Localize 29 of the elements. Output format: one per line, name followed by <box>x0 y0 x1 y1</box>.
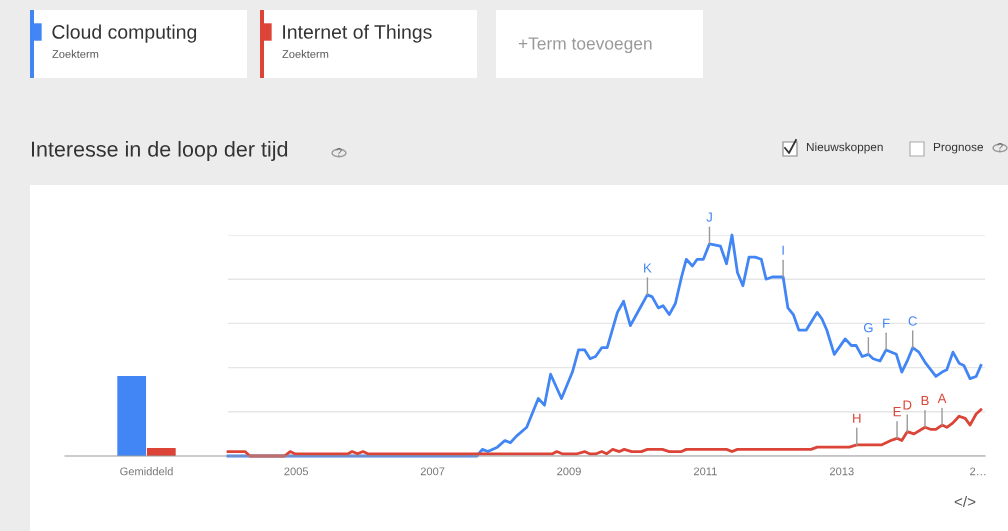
x-tick-label: Gemiddeld <box>120 467 173 476</box>
legend-label: Internet of Things <box>283 24 432 43</box>
annotation: K <box>644 263 652 273</box>
text: </> <box>954 495 976 508</box>
text: ? <box>997 143 1003 151</box>
annotation: D <box>903 400 912 410</box>
x-tick-label: 2007 <box>420 467 445 476</box>
annotation: I <box>782 245 784 255</box>
x-tick-label: 2005 <box>284 467 309 476</box>
annotation: H <box>853 413 861 423</box>
x-tick-label: 2011 <box>694 467 717 476</box>
text: Prognose <box>933 142 984 154</box>
text: +Term toevoegen <box>518 37 652 54</box>
x-tick-label: 2… <box>970 467 986 476</box>
text: Zoekterm <box>282 49 329 58</box>
legend-label: Cloud computing <box>52 24 197 43</box>
annotation: E <box>893 407 901 417</box>
x-tick-label: 2013 <box>829 467 854 476</box>
annotation: C <box>908 316 917 326</box>
annotation: F <box>883 318 890 328</box>
text: ? <box>336 148 342 156</box>
annotation: B <box>921 396 929 406</box>
text: Nieuwskoppen <box>806 142 883 154</box>
chart-title: Interesse in de loop der tijd <box>31 140 288 162</box>
x-tick-label: 2009 <box>557 467 581 476</box>
annotation: G <box>863 322 873 333</box>
text: Zoekterm <box>52 49 99 58</box>
annotation: J <box>706 212 712 222</box>
annotation: A <box>937 393 947 403</box>
